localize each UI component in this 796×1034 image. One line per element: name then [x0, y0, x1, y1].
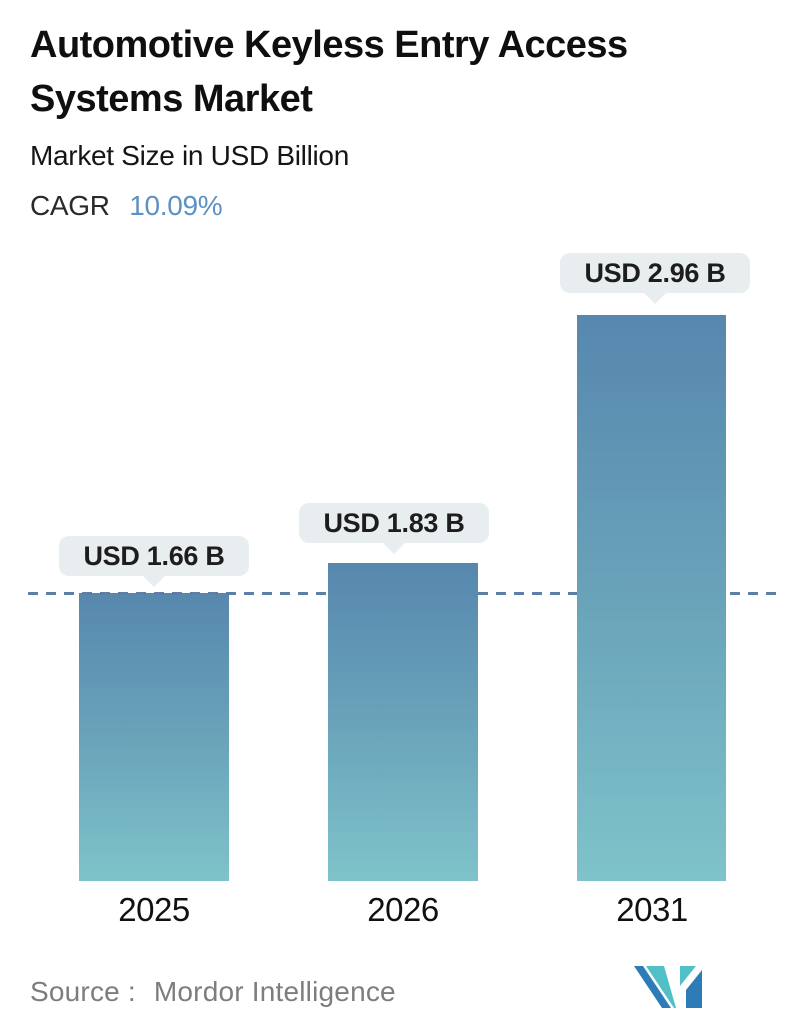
page-title-line1: Automotive Keyless Entry Access: [30, 24, 628, 66]
bar-2025: [79, 593, 229, 881]
source-attribution: Source : Mordor Intelligence: [30, 976, 396, 1008]
source-label: Source :: [30, 976, 136, 1007]
bar-2026: [328, 563, 478, 881]
x-axis-label-2025: 2025: [118, 891, 190, 928]
cagr-label: CAGR: [30, 190, 110, 221]
x-axis-label-2031: 2031: [616, 891, 688, 928]
source-name: Mordor Intelligence: [153, 976, 396, 1007]
mordor-intelligence-logo-icon: [634, 966, 702, 1008]
cagr-value: 10.09%: [129, 190, 223, 221]
bar-2031: [577, 315, 726, 881]
value-callout-2031: USD 2.96 B: [560, 253, 750, 293]
page-title-line2: Systems Market: [30, 78, 313, 120]
cagr-row: CAGR 10.09%: [30, 190, 223, 222]
value-callout-2026: USD 1.83 B: [299, 503, 489, 543]
x-axis-label-2026: 2026: [367, 891, 439, 928]
chart-subtitle: Market Size in USD Billion: [30, 140, 349, 171]
value-callout-2025: USD 1.66 B: [59, 536, 249, 576]
page-title: Automotive Keyless Entry Access Systems …: [30, 18, 740, 126]
